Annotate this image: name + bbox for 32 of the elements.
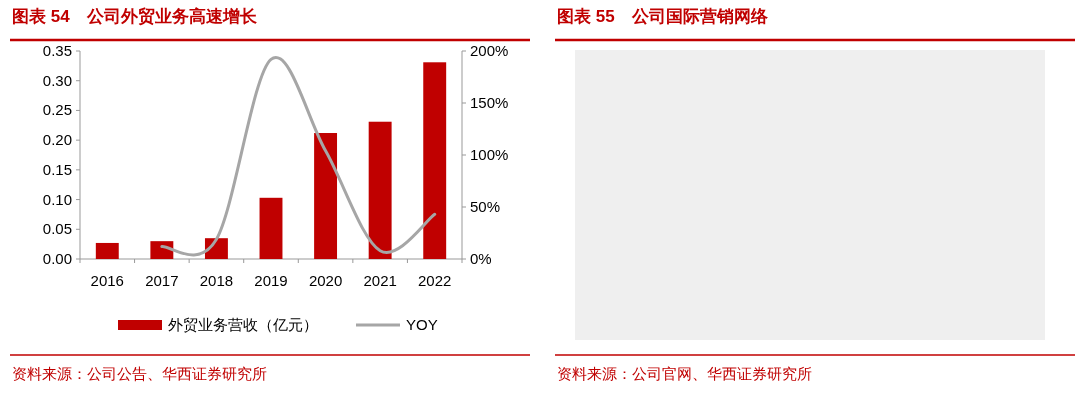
- y-tick-label: 0.25: [42, 101, 72, 119]
- y-tick-label: 0.20: [42, 131, 72, 149]
- bar: [368, 121, 392, 259]
- x-tick-label: 2022: [418, 272, 452, 289]
- y-tick-label: 0.30: [42, 71, 72, 89]
- x-tick-label: 2016: [90, 272, 124, 289]
- y2-tick-label: 100%: [470, 146, 509, 163]
- y-tick-label: 0.05: [42, 220, 72, 238]
- legend-label: 外贸业务营收（亿元）: [168, 316, 318, 333]
- bar: [314, 133, 338, 259]
- y-tick-label: 0.35: [42, 42, 72, 59]
- bar: [150, 241, 174, 259]
- x-tick-label: 2019: [254, 272, 288, 289]
- y-tick-label: 0.10: [42, 190, 72, 208]
- y2-tick-label: 150%: [470, 94, 509, 111]
- bar: [95, 242, 119, 259]
- bar: [423, 62, 447, 259]
- x-tick-label: 2018: [199, 272, 234, 289]
- y2-tick-label: 200%: [470, 42, 509, 59]
- x-tick-label: 2021: [363, 272, 397, 289]
- y2-tick-label: 50%: [470, 198, 501, 215]
- x-tick-label: 2017: [145, 272, 179, 289]
- legend-label: YOY: [406, 316, 438, 333]
- y2-tick-label: 0%: [470, 250, 492, 267]
- y-tick-label: 0.00: [42, 250, 72, 267]
- text: 图表 55 公司国际营销网络: [557, 7, 769, 26]
- text: 资料来源：公司公告、华西证券研究所: [12, 365, 267, 382]
- x-tick-label: 2020: [308, 272, 343, 289]
- chart-title: 图表 54 公司外贸业务高速增长: [12, 7, 258, 26]
- y-tick-label: 0.15: [42, 160, 72, 178]
- bar: [259, 197, 283, 259]
- text: 资料来源：公司官网、华西证券研究所: [557, 365, 812, 382]
